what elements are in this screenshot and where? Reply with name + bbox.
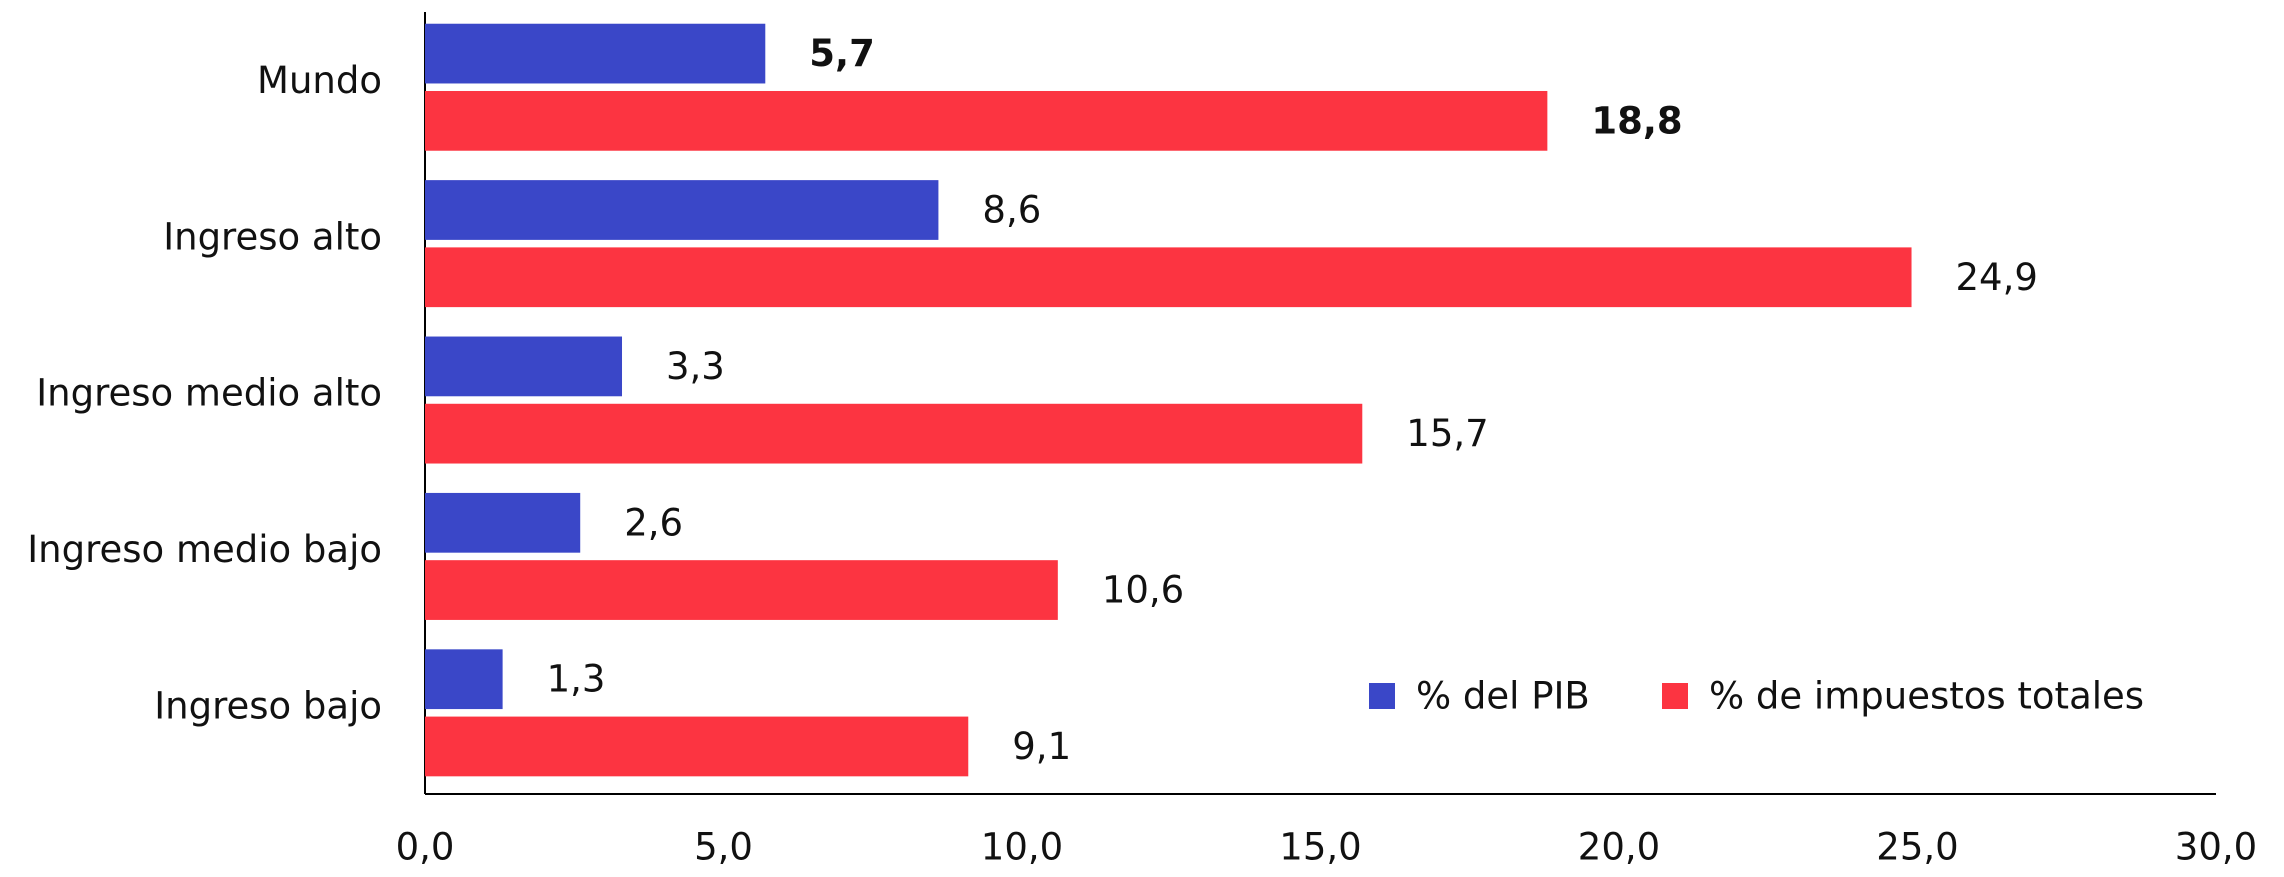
bar bbox=[425, 560, 1058, 620]
data-label: 15,7 bbox=[1406, 412, 1488, 455]
data-label: 18,8 bbox=[1591, 99, 1682, 142]
x-tick-label: 15,0 bbox=[1279, 826, 1361, 869]
legend-swatch bbox=[1662, 683, 1688, 709]
x-tick-label: 20,0 bbox=[1578, 826, 1660, 869]
x-tick-label: 0,0 bbox=[396, 826, 455, 869]
data-label: 9,1 bbox=[1012, 725, 1071, 768]
bar bbox=[425, 90, 1548, 151]
bar bbox=[425, 247, 1912, 308]
legend-label: % de impuestos totales bbox=[1709, 675, 2144, 718]
y-tick-label: Ingreso medio alto bbox=[36, 372, 382, 415]
data-label: 24,9 bbox=[1956, 256, 2038, 299]
x-tick-label: 5,0 bbox=[694, 826, 753, 869]
x-tick-label: 30,0 bbox=[2175, 826, 2257, 869]
x-tick-label: 10,0 bbox=[981, 826, 1063, 869]
bar bbox=[425, 336, 623, 397]
bar bbox=[425, 180, 939, 240]
data-label: 5,7 bbox=[809, 32, 875, 75]
legend-swatch bbox=[1369, 683, 1395, 709]
bar bbox=[425, 716, 969, 777]
bar bbox=[425, 23, 766, 84]
x-tick-label: 25,0 bbox=[1876, 826, 1958, 869]
legend-label: % del PIB bbox=[1416, 675, 1590, 718]
y-tick-label: Ingreso medio bajo bbox=[27, 528, 382, 571]
data-label: 2,6 bbox=[624, 501, 683, 544]
data-label: 10,6 bbox=[1102, 569, 1184, 612]
y-tick-label: Ingreso alto bbox=[163, 215, 382, 258]
y-tick-label: Ingreso bajo bbox=[154, 684, 382, 727]
bar bbox=[425, 492, 581, 553]
data-label: 1,3 bbox=[547, 658, 606, 701]
y-tick-label: Mundo bbox=[257, 59, 382, 102]
bar bbox=[425, 649, 503, 710]
data-label: 8,6 bbox=[982, 189, 1041, 232]
bar bbox=[425, 403, 1363, 464]
data-label: 3,3 bbox=[666, 345, 725, 388]
